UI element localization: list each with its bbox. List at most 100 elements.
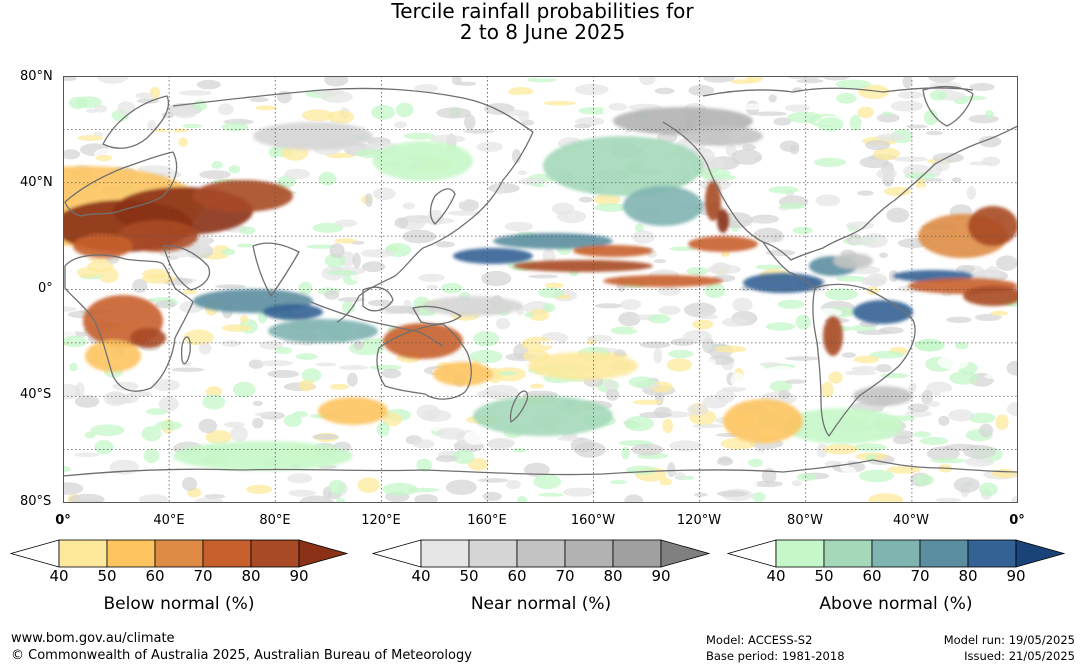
texture-patch xyxy=(594,203,628,212)
texture-patch xyxy=(402,202,416,210)
texture-patch xyxy=(779,140,800,152)
texture-patch xyxy=(978,135,1002,148)
above-colorbar-segment xyxy=(871,539,921,568)
probability-region xyxy=(453,248,533,264)
near-normal-legend-title: Near normal (%) xyxy=(470,594,612,614)
lon-label-160e: 160°E xyxy=(467,513,507,528)
texture-patch xyxy=(518,111,530,122)
madagascar-coastline xyxy=(180,336,191,365)
texture-patch xyxy=(456,81,477,86)
above-colorbar-max-arrow xyxy=(1015,539,1065,568)
colorbar-above-normal xyxy=(727,539,1065,568)
texture-patch xyxy=(342,491,379,503)
texture-patch xyxy=(563,487,596,497)
texture-patch xyxy=(94,104,108,113)
texture-patch xyxy=(966,186,976,200)
colorbar-near-normal xyxy=(372,539,710,568)
texture-patch xyxy=(135,92,153,99)
texture-patch xyxy=(893,156,928,162)
texture-patch xyxy=(74,395,100,408)
texture-patch xyxy=(518,177,547,185)
above-normal-legend-title: Above normal (%) xyxy=(819,594,973,614)
texture-patch xyxy=(662,418,673,434)
texture-patch xyxy=(953,477,980,493)
below-colorbar-segment xyxy=(250,539,300,568)
texture-patch xyxy=(735,103,772,110)
texture-patch xyxy=(445,197,466,203)
texture-patch xyxy=(198,236,211,248)
texture-patch xyxy=(238,336,264,343)
texture-patch xyxy=(477,478,509,483)
lat-label-40s: 40°S xyxy=(20,387,52,402)
texture-patch xyxy=(817,117,844,132)
texture-patch xyxy=(215,284,246,289)
below-colorbar-segment xyxy=(202,539,252,568)
lon-label-40w: 40°W xyxy=(893,513,929,528)
texture-patch xyxy=(875,364,892,373)
texture-patch xyxy=(301,368,322,383)
texture-patch xyxy=(902,75,913,89)
texture-patch xyxy=(202,394,226,410)
texture-patch xyxy=(694,168,731,179)
texture-patch xyxy=(298,281,313,295)
texture-patch xyxy=(529,383,544,389)
texture-patch xyxy=(504,221,533,232)
near-colorbar-segment xyxy=(420,539,470,568)
texture-patch xyxy=(978,482,998,497)
africa-coastline xyxy=(64,254,194,392)
bom-url: www.bom.gov.au/climate xyxy=(11,631,175,646)
texture-patch xyxy=(98,267,119,283)
texture-patch xyxy=(752,480,783,488)
texture-patch xyxy=(698,314,718,320)
lat-label-equator: 0° xyxy=(38,281,53,296)
texture-patch xyxy=(221,340,242,347)
texture-patch xyxy=(240,315,249,324)
texture-patch xyxy=(876,133,905,142)
texture-patch xyxy=(730,372,746,388)
texture-patch xyxy=(815,194,841,207)
probability-region xyxy=(318,397,388,425)
texture-patch xyxy=(467,458,489,471)
texture-patch xyxy=(430,134,466,144)
texture-patch xyxy=(152,379,180,392)
texture-patch xyxy=(907,403,929,413)
texture-patch xyxy=(435,455,458,463)
texture-patch xyxy=(318,171,337,186)
texture-patch xyxy=(138,165,173,174)
below-colorbar-segment xyxy=(106,539,156,568)
probability-regions xyxy=(0,107,1023,471)
map-border xyxy=(63,76,1018,503)
texture-patch xyxy=(83,282,102,292)
probability-region xyxy=(253,122,373,150)
texture-patch xyxy=(935,497,961,503)
europe-coastline xyxy=(64,151,178,217)
texture-patch xyxy=(473,331,500,347)
texture-patch xyxy=(132,279,148,293)
near-colorbar-max-arrow xyxy=(660,539,710,568)
texture-patch xyxy=(224,421,245,428)
texture-patch xyxy=(468,155,494,167)
texture-patch xyxy=(731,149,762,165)
near-colorbar-svg xyxy=(372,539,710,568)
texture-patch xyxy=(86,108,97,114)
texture-patch xyxy=(984,266,1001,281)
probability-region xyxy=(268,319,378,343)
texture-patch xyxy=(254,411,280,417)
texture-patch xyxy=(249,97,269,103)
texture-patch xyxy=(574,83,609,96)
near-colorbar-tick-label: 90 xyxy=(651,567,671,585)
texture-patch xyxy=(182,123,202,129)
probability-region xyxy=(85,340,141,372)
texture-patch xyxy=(876,113,900,123)
texture-patch xyxy=(218,103,234,116)
near-colorbar-segment xyxy=(516,539,566,568)
texture-patch xyxy=(284,168,311,180)
texture-patch xyxy=(414,84,439,93)
texture-patch xyxy=(632,399,663,405)
texture-patch xyxy=(879,252,889,259)
probability-region xyxy=(688,236,758,252)
texture-patch xyxy=(869,351,905,359)
texture-patch xyxy=(787,111,822,123)
texture-patch xyxy=(865,139,890,151)
india-coastline xyxy=(252,242,300,297)
